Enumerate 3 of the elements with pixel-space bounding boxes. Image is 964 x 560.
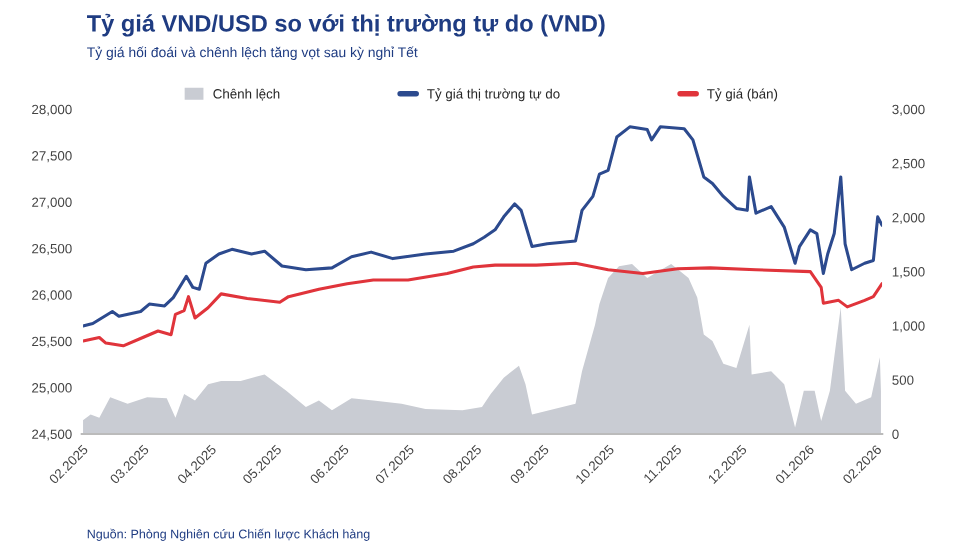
line-series [81, 261, 883, 348]
line-series [81, 125, 883, 328]
chart-title: Tỷ giá VND/USD so với thị trường tự do (VND) [87, 13, 605, 37]
